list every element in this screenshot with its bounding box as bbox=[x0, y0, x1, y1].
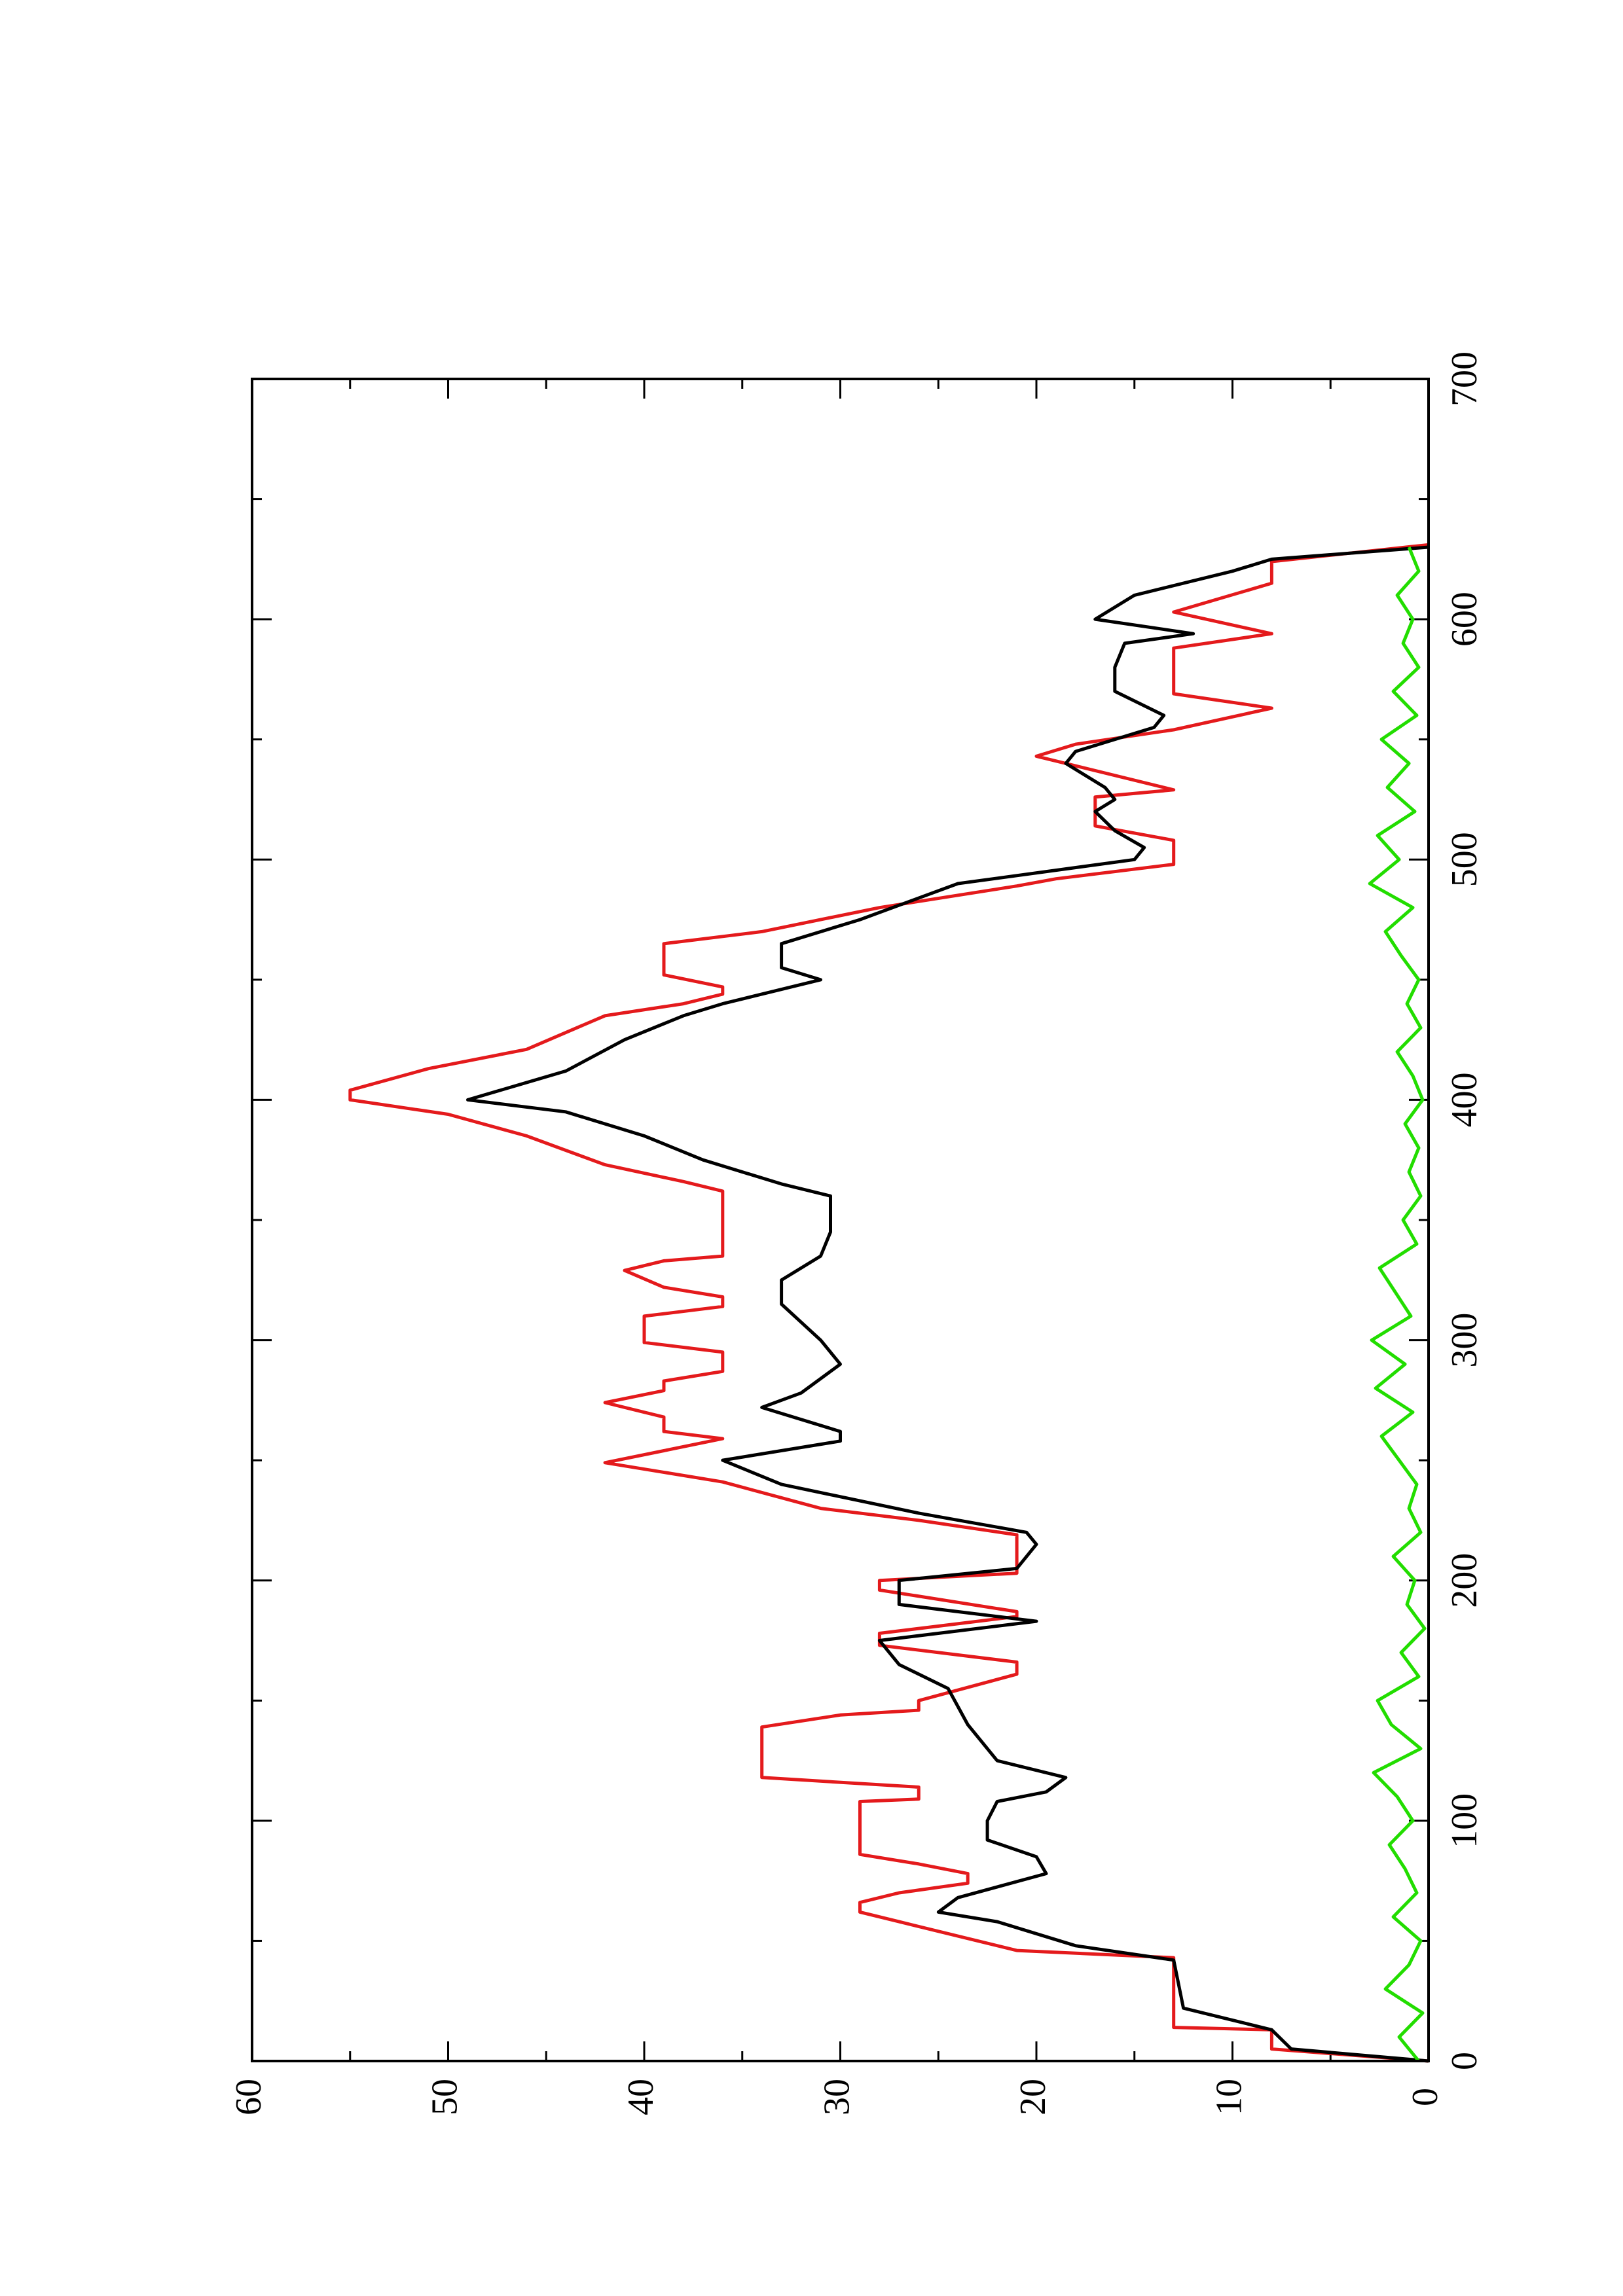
y-tick-label: 50 bbox=[424, 2079, 465, 2115]
y-tick-label: 10 bbox=[1209, 2079, 1249, 2115]
y-tick-label: 30 bbox=[816, 2079, 857, 2115]
series-line bbox=[466, 545, 1429, 2063]
x-tick-label: 600 bbox=[1444, 592, 1485, 647]
x-tick-label: 100 bbox=[1444, 1793, 1485, 1848]
y-tick-label: 60 bbox=[228, 2079, 269, 2115]
x-tick-label: 400 bbox=[1444, 1072, 1485, 1127]
y-tick-label: 0 bbox=[1405, 2088, 1446, 2106]
x-tick-label: 200 bbox=[1444, 1553, 1485, 1608]
x-tick-label: 300 bbox=[1444, 1313, 1485, 1368]
plot-frame bbox=[251, 378, 1430, 2062]
series-line bbox=[348, 543, 1429, 2063]
y-tick-label: 20 bbox=[1013, 2079, 1053, 2115]
x-tick-label: 0 bbox=[1444, 2052, 1485, 2070]
y-tick-label: 40 bbox=[621, 2079, 661, 2115]
x-tick-label: 500 bbox=[1444, 832, 1485, 887]
series-line bbox=[1368, 547, 1427, 2062]
x-tick-label: 700 bbox=[1444, 351, 1485, 406]
